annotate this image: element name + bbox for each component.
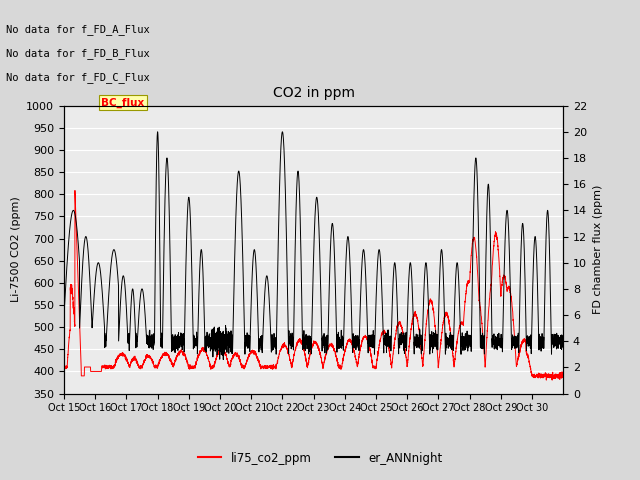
Text: No data for f_FD_B_Flux: No data for f_FD_B_Flux: [6, 48, 150, 59]
Text: No data for f_FD_A_Flux: No data for f_FD_A_Flux: [6, 24, 150, 35]
Legend: li75_co2_ppm, er_ANNnight: li75_co2_ppm, er_ANNnight: [193, 447, 447, 469]
Text: BC_flux: BC_flux: [101, 97, 145, 108]
Text: No data for f_FD_C_Flux: No data for f_FD_C_Flux: [6, 72, 150, 83]
Title: CO2 in ppm: CO2 in ppm: [273, 86, 355, 100]
Y-axis label: FD chamber flux (ppm): FD chamber flux (ppm): [593, 185, 603, 314]
Y-axis label: Li-7500 CO2 (ppm): Li-7500 CO2 (ppm): [11, 197, 20, 302]
